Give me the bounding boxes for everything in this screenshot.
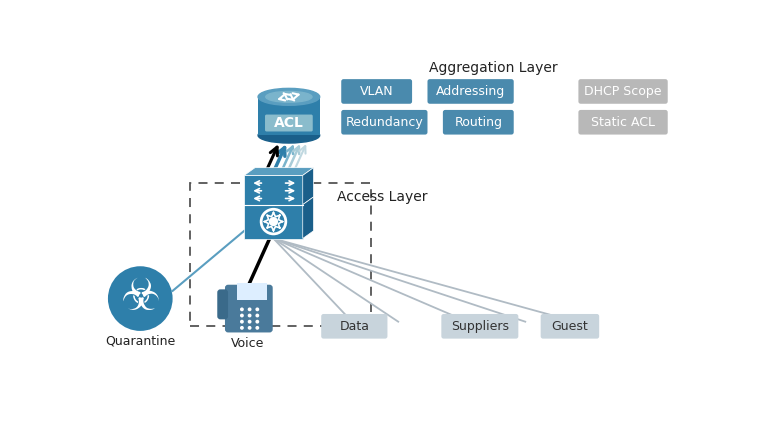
Text: Access Layer: Access Layer bbox=[336, 190, 427, 204]
Circle shape bbox=[256, 314, 260, 317]
FancyBboxPatch shape bbox=[341, 79, 412, 104]
Bar bbox=[244, 176, 303, 205]
Circle shape bbox=[256, 308, 260, 311]
Polygon shape bbox=[244, 168, 313, 176]
FancyBboxPatch shape bbox=[578, 110, 667, 135]
FancyBboxPatch shape bbox=[217, 289, 228, 319]
Text: Static ACL: Static ACL bbox=[591, 116, 655, 129]
FancyBboxPatch shape bbox=[578, 79, 667, 104]
Text: Suppliers: Suppliers bbox=[451, 320, 509, 333]
Text: Quarantine: Quarantine bbox=[105, 335, 175, 348]
Circle shape bbox=[240, 314, 243, 317]
Polygon shape bbox=[303, 197, 313, 238]
Circle shape bbox=[240, 308, 243, 311]
FancyBboxPatch shape bbox=[265, 114, 313, 132]
Bar bbox=[244, 205, 303, 238]
Circle shape bbox=[248, 326, 252, 330]
FancyBboxPatch shape bbox=[225, 285, 273, 333]
FancyBboxPatch shape bbox=[321, 314, 387, 338]
Text: VLAN: VLAN bbox=[360, 85, 393, 98]
FancyBboxPatch shape bbox=[541, 314, 599, 338]
FancyBboxPatch shape bbox=[442, 314, 518, 338]
Text: Data: Data bbox=[339, 320, 369, 333]
Text: ☣: ☣ bbox=[121, 276, 161, 319]
FancyBboxPatch shape bbox=[443, 110, 514, 135]
FancyBboxPatch shape bbox=[258, 97, 319, 135]
Text: Voice: Voice bbox=[231, 337, 265, 350]
Text: DHCP Scope: DHCP Scope bbox=[584, 85, 662, 98]
Text: Guest: Guest bbox=[551, 320, 588, 333]
FancyBboxPatch shape bbox=[341, 110, 428, 135]
Text: Routing: Routing bbox=[455, 116, 502, 129]
Ellipse shape bbox=[258, 127, 319, 143]
Circle shape bbox=[256, 320, 260, 324]
Circle shape bbox=[108, 266, 173, 331]
Circle shape bbox=[269, 217, 278, 226]
Bar bbox=[237, 283, 266, 300]
Circle shape bbox=[248, 320, 252, 324]
Circle shape bbox=[256, 326, 260, 330]
Ellipse shape bbox=[258, 88, 319, 106]
Ellipse shape bbox=[266, 92, 312, 102]
Text: ACL: ACL bbox=[274, 116, 304, 130]
Text: Redundancy: Redundancy bbox=[346, 116, 423, 129]
Circle shape bbox=[240, 320, 243, 324]
Circle shape bbox=[248, 314, 252, 317]
Circle shape bbox=[240, 326, 243, 330]
Circle shape bbox=[248, 308, 252, 311]
Bar bbox=[190, 183, 371, 325]
Text: Addressing: Addressing bbox=[436, 85, 505, 98]
FancyBboxPatch shape bbox=[428, 79, 514, 104]
Text: Aggregation Layer: Aggregation Layer bbox=[429, 62, 558, 76]
Polygon shape bbox=[303, 168, 313, 205]
